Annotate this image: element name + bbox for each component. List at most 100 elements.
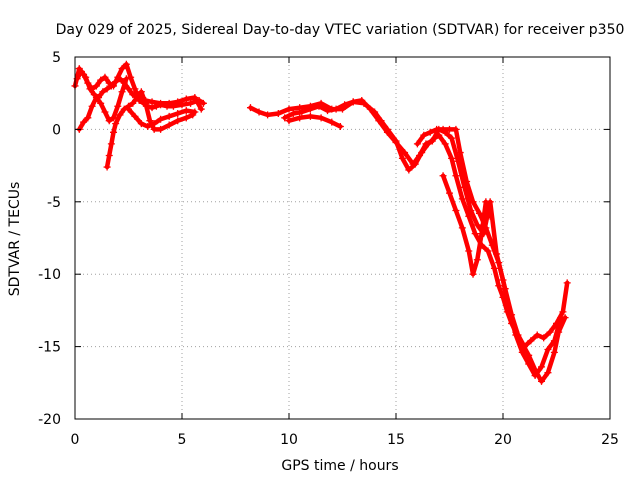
series-line bbox=[126, 106, 198, 129]
data-point bbox=[285, 105, 293, 113]
data-point bbox=[366, 105, 374, 113]
data-point bbox=[478, 230, 486, 238]
data-point bbox=[165, 99, 173, 107]
data-point bbox=[112, 120, 120, 128]
data-point bbox=[473, 256, 481, 264]
data-point bbox=[182, 107, 190, 115]
data-point bbox=[142, 99, 150, 107]
x-tick-label: 15 bbox=[387, 432, 405, 448]
data-point bbox=[103, 85, 111, 93]
data-point bbox=[465, 247, 473, 255]
data-point bbox=[452, 125, 460, 133]
data-point bbox=[538, 363, 546, 371]
data-point bbox=[306, 112, 314, 120]
data-point bbox=[550, 348, 558, 356]
data-point bbox=[131, 85, 139, 93]
data-point bbox=[105, 151, 113, 159]
data-point bbox=[118, 65, 126, 73]
data-point bbox=[422, 140, 430, 148]
data-point bbox=[86, 85, 94, 93]
data-point bbox=[383, 128, 391, 136]
data-point bbox=[433, 125, 441, 133]
data-point bbox=[486, 212, 494, 220]
data-point bbox=[456, 149, 464, 157]
data-layer bbox=[71, 60, 571, 385]
series-track-9 bbox=[413, 125, 571, 351]
data-point bbox=[375, 117, 383, 125]
data-point bbox=[324, 107, 332, 115]
data-point bbox=[495, 259, 503, 267]
data-point bbox=[174, 98, 182, 106]
data-point bbox=[157, 99, 165, 107]
y-tick-label: 0 bbox=[52, 122, 61, 138]
data-point bbox=[452, 172, 460, 180]
data-point bbox=[441, 140, 449, 148]
data-point bbox=[255, 108, 263, 116]
data-point bbox=[116, 111, 124, 119]
data-point bbox=[317, 114, 325, 122]
data-point bbox=[452, 206, 460, 214]
data-point bbox=[165, 112, 173, 120]
data-point bbox=[550, 337, 558, 345]
data-point bbox=[101, 108, 109, 116]
data-point bbox=[533, 331, 541, 339]
data-point bbox=[428, 137, 436, 145]
data-point bbox=[475, 209, 483, 217]
data-point bbox=[518, 348, 526, 356]
data-point bbox=[80, 118, 88, 126]
data-point bbox=[448, 134, 456, 142]
data-point bbox=[296, 104, 304, 112]
data-point bbox=[482, 198, 490, 206]
data-point bbox=[182, 95, 190, 103]
data-point bbox=[82, 73, 90, 81]
x-tick-label: 5 bbox=[178, 432, 187, 448]
data-point bbox=[77, 67, 85, 75]
data-point bbox=[114, 102, 122, 110]
data-point bbox=[544, 345, 552, 353]
data-point bbox=[306, 105, 314, 113]
data-point bbox=[358, 96, 366, 104]
data-point bbox=[501, 285, 509, 293]
data-point bbox=[197, 105, 205, 113]
data-point bbox=[107, 140, 115, 148]
data-point bbox=[538, 377, 546, 385]
data-point bbox=[413, 140, 421, 148]
data-point bbox=[281, 114, 289, 122]
data-point bbox=[110, 128, 118, 136]
data-point bbox=[341, 101, 349, 109]
series-line bbox=[415, 127, 570, 349]
data-point bbox=[563, 279, 571, 287]
data-point bbox=[416, 151, 424, 159]
axis-ticks bbox=[74, 56, 611, 420]
data-point bbox=[349, 98, 357, 106]
y-tick-labels: 5 0 -5 -10 -15 -20 bbox=[38, 50, 61, 428]
data-point bbox=[490, 264, 498, 272]
data-point bbox=[439, 125, 447, 133]
data-point bbox=[105, 117, 113, 125]
plot-frame bbox=[74, 56, 611, 420]
data-point bbox=[471, 230, 479, 238]
data-point bbox=[446, 189, 453, 197]
data-point bbox=[488, 241, 496, 249]
data-point bbox=[392, 138, 400, 146]
data-point bbox=[122, 60, 130, 68]
series-track-10 bbox=[439, 172, 494, 278]
y-tick-label: -10 bbox=[38, 267, 61, 283]
data-point bbox=[458, 195, 466, 203]
series-track-8 bbox=[285, 112, 344, 131]
data-point bbox=[144, 123, 152, 131]
chart-title: Day 029 of 2025, Sidereal Day-to-day VTE… bbox=[56, 22, 625, 38]
data-point bbox=[107, 82, 115, 90]
series-track-5 bbox=[125, 105, 199, 131]
data-point bbox=[264, 111, 272, 119]
data-point bbox=[401, 149, 409, 157]
data-point bbox=[92, 82, 100, 90]
data-point bbox=[116, 75, 124, 83]
data-point bbox=[540, 334, 548, 342]
y-tick-label: -20 bbox=[38, 412, 61, 428]
data-point bbox=[146, 117, 154, 125]
data-point bbox=[559, 308, 567, 316]
data-point bbox=[157, 115, 165, 123]
data-point bbox=[187, 99, 195, 107]
